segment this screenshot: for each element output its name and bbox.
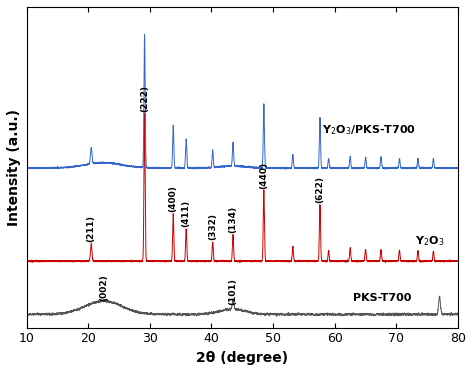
Text: (101): (101) [228,279,237,305]
Y-axis label: Intensity (a.u.): Intensity (a.u.) [7,109,21,226]
Text: (134): (134) [228,206,237,233]
Text: (222): (222) [140,85,149,112]
Text: Y$_2$O$_3$: Y$_2$O$_3$ [415,234,444,248]
Text: (622): (622) [315,176,324,203]
Text: (002): (002) [99,274,108,301]
Text: (440): (440) [259,161,268,189]
X-axis label: 2θ (degree): 2θ (degree) [196,351,289,365]
Text: (411): (411) [182,200,191,227]
Text: (332): (332) [208,214,217,240]
Text: (211): (211) [87,215,96,242]
Text: Y$_2$O$_3$/PKS-T700: Y$_2$O$_3$/PKS-T700 [323,123,416,137]
Text: PKS-T700: PKS-T700 [353,292,412,302]
Text: (400): (400) [169,186,178,212]
